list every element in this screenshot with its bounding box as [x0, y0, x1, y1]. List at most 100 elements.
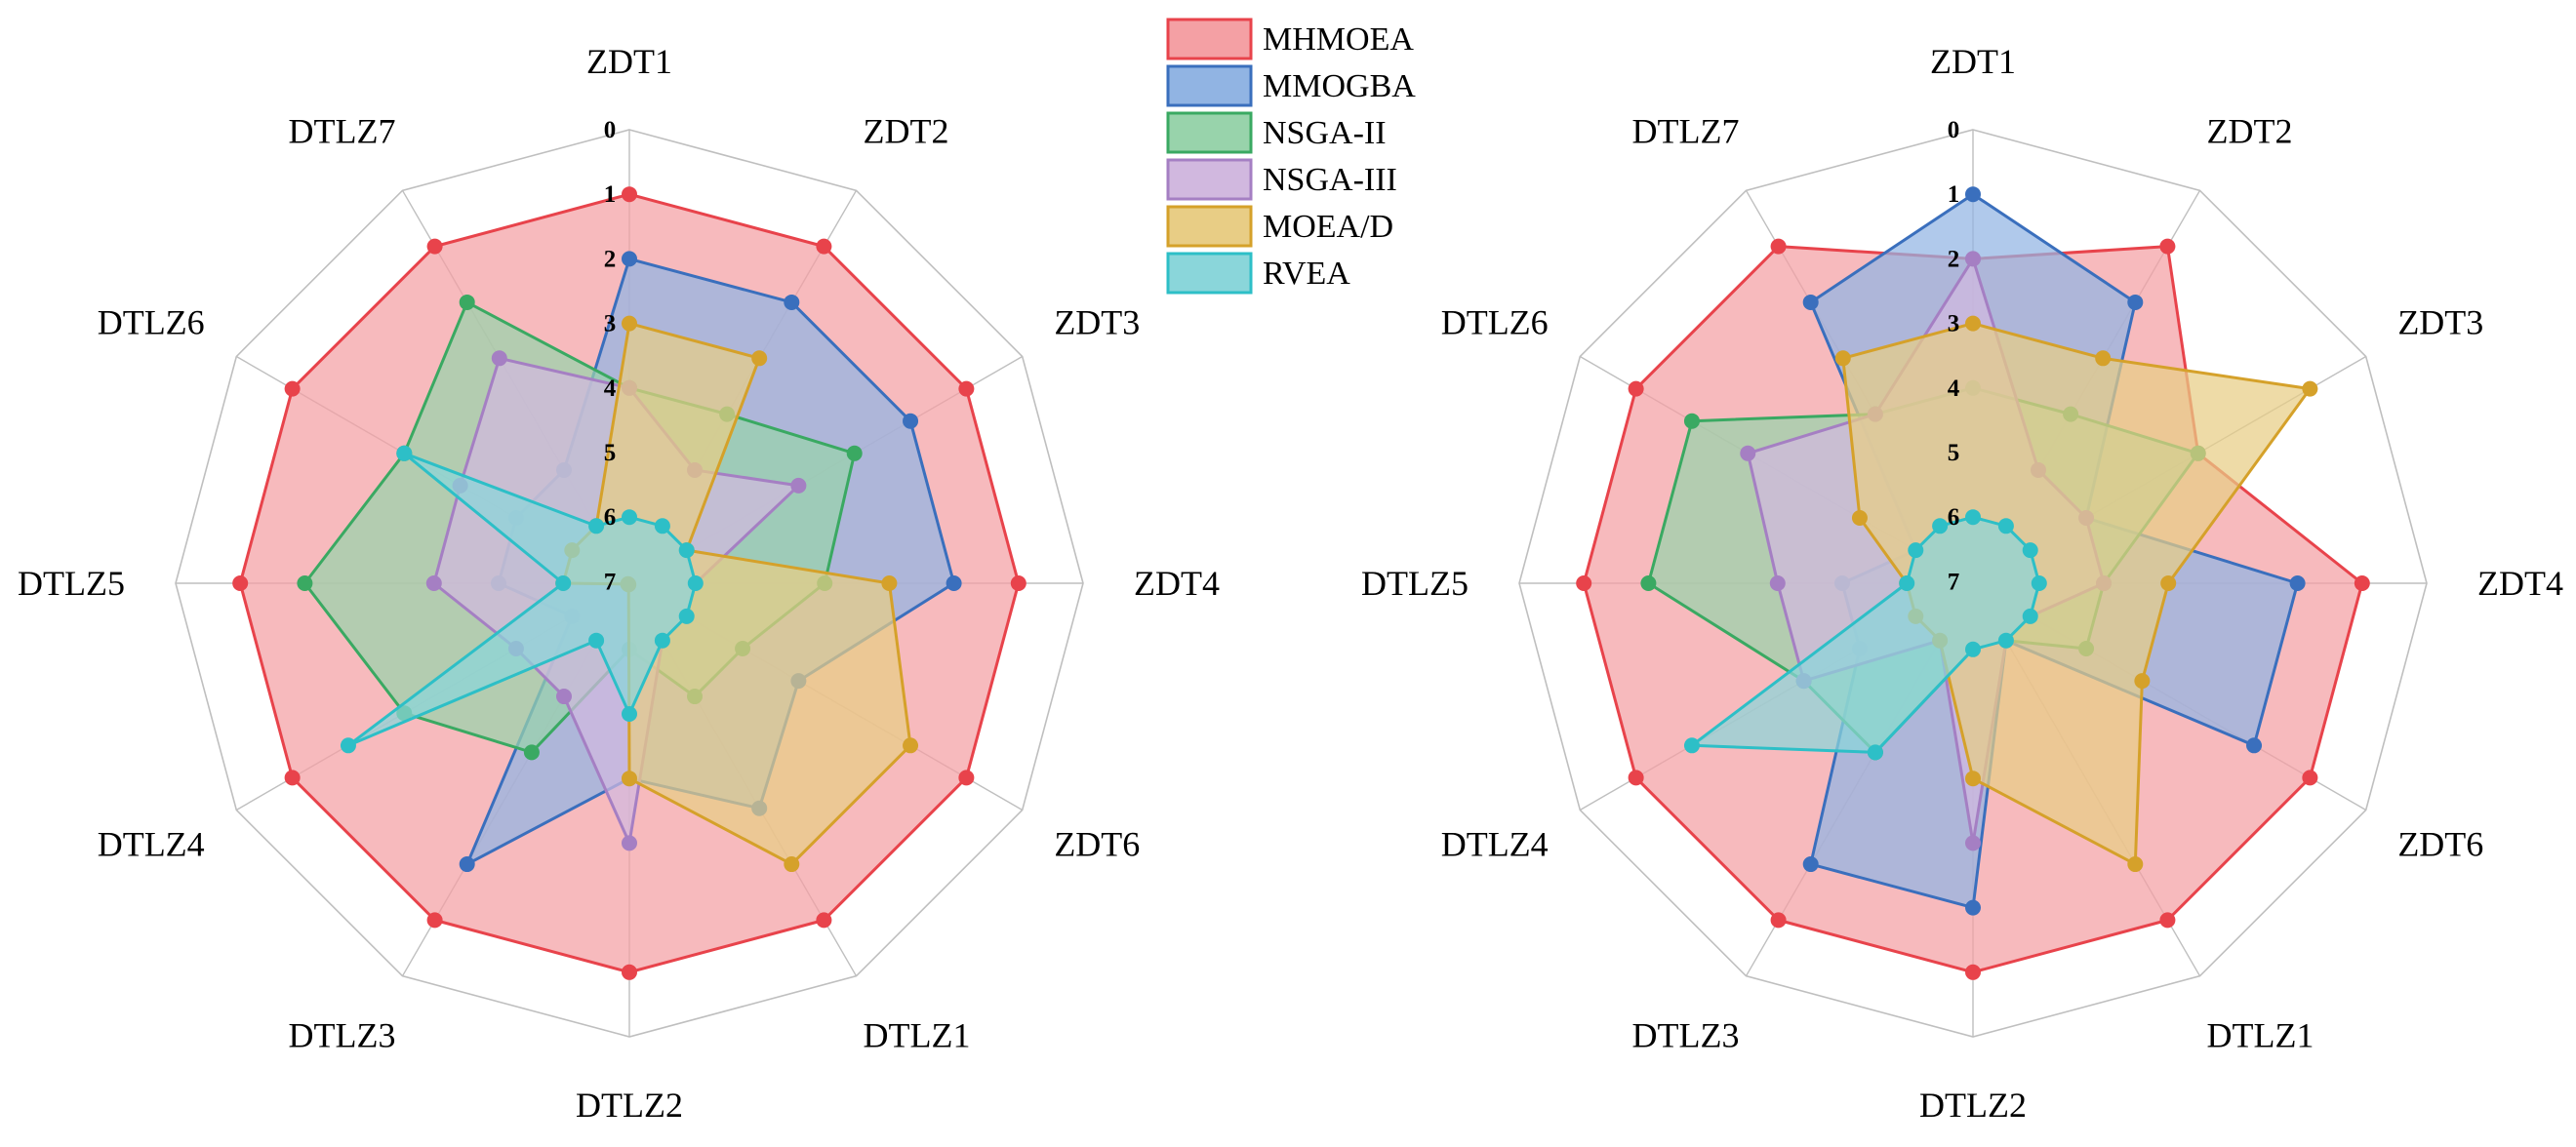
data-point-mhmoea-zdt4	[1010, 575, 1026, 591]
rank-tick-label: 1	[604, 181, 617, 208]
data-point-moea-d-zdt6	[2134, 673, 2151, 690]
rank-tick-label: 6	[604, 504, 617, 531]
category-label-dtlz4: DTLZ4	[98, 825, 205, 864]
data-point-moea-d-dtlz1	[2127, 856, 2144, 873]
legend-item-nsga-iii: NSGA-III	[1166, 158, 1397, 201]
category-label-dtlz7: DTLZ7	[1632, 112, 1740, 151]
data-point-nsga-ii-dtlz7	[459, 294, 475, 310]
data-point-rvea-dtlz4	[340, 737, 356, 754]
category-label-zdt6: ZDT6	[1054, 825, 1140, 864]
data-point-nsga-iii-dtlz2	[622, 835, 637, 851]
legend-item-rvea: RVEA	[1166, 252, 1350, 295]
data-point-moea-d-zdt3	[2302, 380, 2318, 397]
data-point-nsga-ii-dtlz5	[1640, 575, 1657, 591]
data-point-nsga-iii-dtlz3	[556, 689, 572, 705]
rank-ticks: 0 1 2 3 4 5 6 7	[1948, 117, 1960, 595]
data-point-rvea-zdt4	[687, 575, 704, 591]
legend-item-nsga-ii: NSGA-II	[1166, 111, 1387, 154]
legend: MHMOEA MMOGBA NSGA-II NSGA-III MOEA/D RVEA	[1166, 18, 1416, 295]
data-point-rvea-dtlz3	[1867, 744, 1883, 761]
data-point-rvea-zdt4	[2031, 575, 2047, 591]
rank-tick-label: 6	[1948, 504, 1960, 531]
legend-swatch	[1166, 64, 1253, 107]
category-label-zdt1: ZDT1	[1930, 42, 2016, 81]
category-label-dtlz3: DTLZ3	[289, 1015, 396, 1054]
data-point-mhmoea-dtlz5	[1576, 575, 1592, 591]
data-point-mmogba-zdt2	[2127, 294, 2144, 310]
data-point-nsga-iii-dtlz7	[491, 350, 507, 367]
rank-ticks: 0 1 2 3 4 5 6 7	[604, 117, 617, 595]
legend-label: NSGA-III	[1263, 162, 1397, 198]
legend-swatch	[1166, 205, 1253, 248]
category-label-zdt4: ZDT4	[2477, 564, 2563, 603]
rank-tick-label: 4	[1948, 376, 1960, 402]
data-point-mhmoea-dtlz2	[622, 964, 637, 980]
series-rvea	[340, 445, 704, 754]
data-point-moea-d-zdt4	[2160, 575, 2177, 591]
radar-chart-left: 0 1 2 3 4 5 6 7 ZDT1 ZDT2 ZDT3 ZDT4 ZDT6 DTLZ1 DTLZ2 DT…	[18, 42, 1220, 1125]
data-point-moea-d-zdt1	[622, 315, 637, 332]
rank-tick-label: 4	[604, 376, 617, 402]
rank-tick-label: 1	[1948, 181, 1960, 208]
data-point-moea-d-zdt2	[751, 350, 768, 367]
category-label-dtlz2: DTLZ2	[576, 1086, 683, 1125]
category-label-dtlz1: DTLZ1	[864, 1015, 971, 1054]
legend-label: RVEA	[1263, 256, 1350, 292]
category-label-zdt6: ZDT6	[2397, 825, 2483, 864]
data-point-moea-d-dtlz2	[622, 771, 637, 787]
category-label-dtlz4: DTLZ4	[1441, 825, 1549, 864]
category-label-dtlz7: DTLZ7	[289, 112, 396, 151]
data-point-rvea-zdt6	[678, 608, 695, 624]
data-point-moea-d-zdt6	[903, 737, 919, 754]
category-label-zdt4: ZDT4	[1134, 564, 1220, 603]
category-label-dtlz5: DTLZ5	[18, 564, 125, 603]
data-point-nsga-ii-zdt3	[846, 445, 863, 461]
data-point-mhmoea-zdt1	[622, 186, 637, 203]
data-point-mhmoea-zdt3	[958, 380, 975, 397]
rank-tick-label: 2	[604, 246, 617, 272]
data-point-mmogba-zdt4	[946, 575, 962, 591]
category-label-zdt2: ZDT2	[2207, 112, 2293, 151]
data-point-mmogba-zdt1	[622, 251, 637, 267]
data-point-mhmoea-dtlz1	[816, 912, 832, 929]
rank-tick-label: 7	[1948, 569, 1960, 595]
legend-label: MMOGBA	[1263, 68, 1416, 104]
data-point-mmogba-dtlz3	[1802, 856, 1819, 873]
legend-label: MHMOEA	[1263, 21, 1414, 58]
data-point-mhmoea-dtlz4	[1628, 770, 1644, 786]
data-point-rvea-dtlz6	[396, 445, 413, 461]
data-point-moea-d-dtlz1	[784, 856, 800, 873]
rank-tick-label: 0	[1948, 117, 1960, 143]
category-label-dtlz3: DTLZ3	[1632, 1015, 1740, 1054]
data-point-rvea-dtlz1	[654, 632, 670, 649]
legend-item-moea-d: MOEA/D	[1166, 205, 1393, 248]
category-label-zdt3: ZDT3	[1054, 303, 1140, 342]
data-point-rvea-dtlz4	[1683, 737, 1700, 754]
category-label-zdt2: ZDT2	[864, 112, 949, 151]
legend-label: NSGA-II	[1263, 115, 1387, 151]
data-point-rvea-dtlz5	[1899, 575, 1915, 591]
data-point-mhmoea-dtlz4	[284, 770, 301, 786]
category-label-zdt3: ZDT3	[2397, 303, 2483, 342]
data-point-nsga-ii-dtlz3	[523, 744, 540, 761]
rank-tick-label: 7	[604, 569, 617, 595]
category-label-dtlz2: DTLZ2	[1919, 1086, 2027, 1125]
data-point-moea-d-dtlz2	[1965, 771, 1981, 787]
data-point-rvea-zdt2	[1997, 518, 2014, 534]
data-point-nsga-iii-dtlz5	[1769, 575, 1786, 591]
category-label-dtlz6: DTLZ6	[98, 303, 205, 342]
data-point-rvea-dtlz7	[588, 518, 605, 534]
legend-item-mmogba: MMOGBA	[1166, 64, 1416, 107]
data-point-rvea-zdt1	[1965, 509, 1981, 526]
data-point-mmogba-zdt1	[1965, 186, 1981, 203]
data-point-rvea-dtlz2	[1965, 641, 1981, 657]
data-point-nsga-ii-dtlz6	[1683, 413, 1700, 429]
category-label-dtlz5: DTLZ5	[1361, 564, 1469, 603]
data-point-mmogba-dtlz7	[1802, 294, 1819, 310]
data-point-mhmoea-dtlz7	[1770, 238, 1787, 255]
data-point-rvea-dtlz2	[622, 706, 637, 722]
rank-tick-label: 3	[1948, 311, 1960, 337]
data-point-mhmoea-zdt6	[958, 770, 975, 786]
data-point-mhmoea-dtlz3	[1770, 912, 1787, 929]
data-point-mmogba-dtlz3	[459, 856, 475, 873]
